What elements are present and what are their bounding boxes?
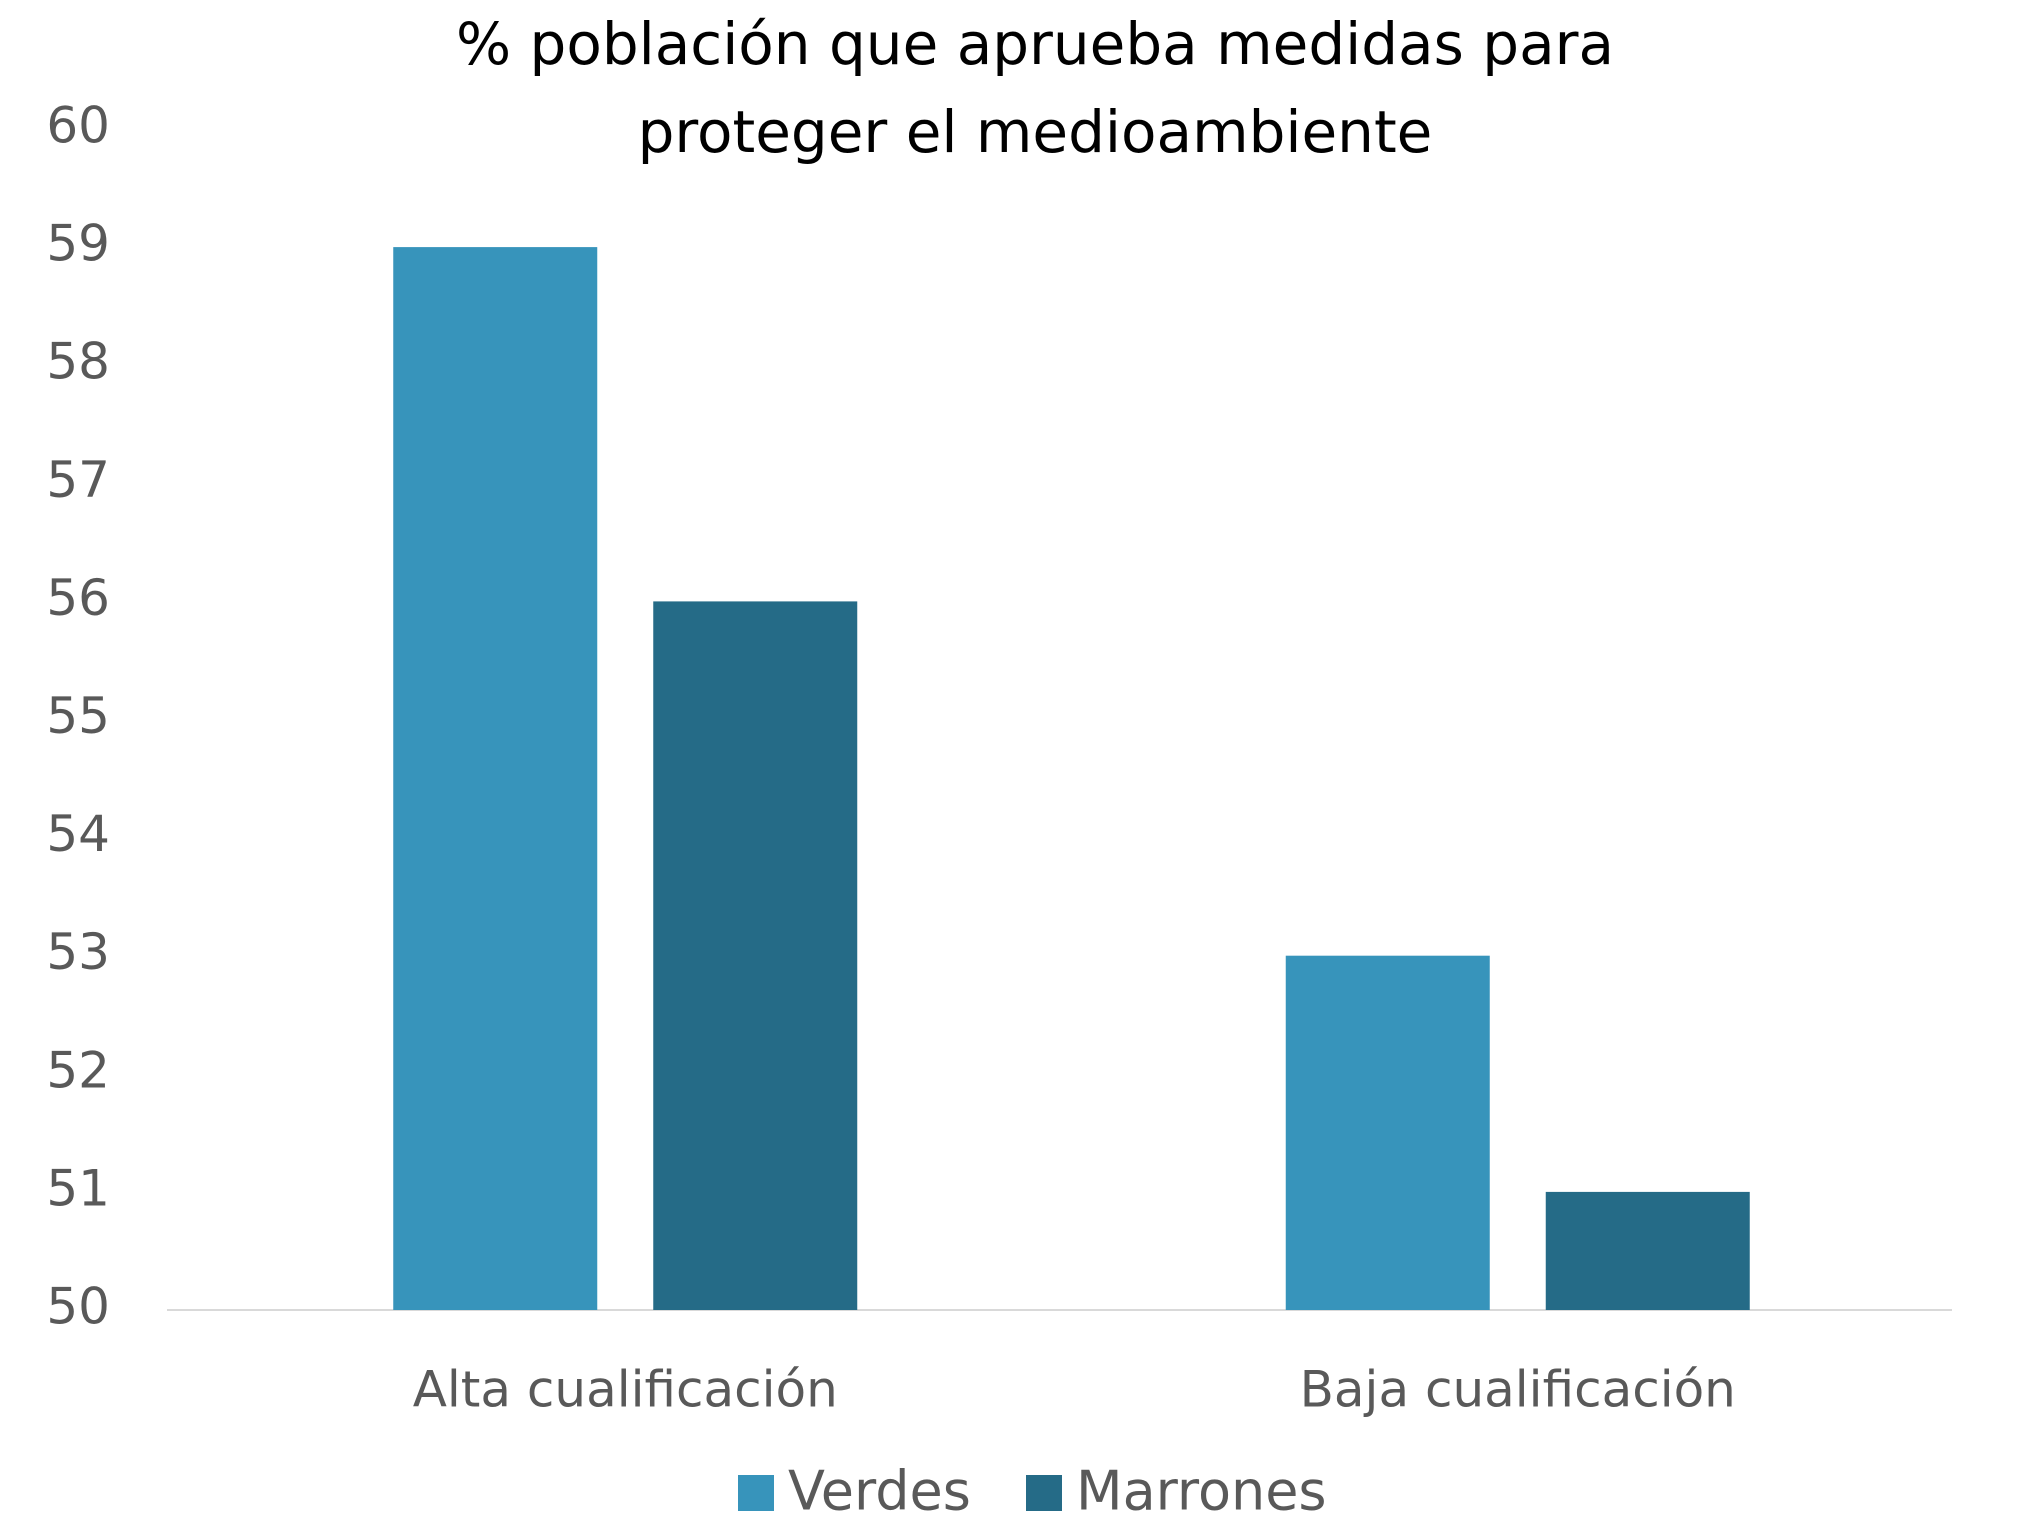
- x-tick-label: Baja cualificación: [1300, 1361, 1736, 1419]
- y-tick-label: 58: [46, 333, 110, 391]
- y-tick-label: 53: [46, 923, 110, 981]
- bar: [1545, 1191, 1750, 1310]
- y-tick-label: 60: [46, 97, 110, 155]
- y-tick-label: 52: [46, 1041, 110, 1099]
- y-tick-label: 51: [46, 1159, 110, 1217]
- bar: [393, 247, 598, 1311]
- y-tick-label: 50: [46, 1278, 110, 1336]
- y-tick-label: 54: [46, 805, 110, 863]
- y-tick-label: 57: [46, 451, 110, 509]
- y-tick-label: 55: [46, 687, 110, 745]
- legend-swatch: [738, 1475, 774, 1511]
- bar: [1285, 955, 1490, 1310]
- legend-label: Marrones: [1076, 1460, 1327, 1522]
- y-tick-label: 59: [46, 215, 110, 273]
- bar: [653, 601, 858, 1310]
- legend-swatch: [1026, 1475, 1062, 1511]
- chart-title: % población que aprueba medidas para: [456, 10, 1614, 78]
- chart-title: proteger el medioambiente: [638, 98, 1433, 166]
- y-tick-label: 56: [46, 569, 110, 627]
- x-tick-label: Alta cualificación: [413, 1361, 838, 1419]
- legend-label: Verdes: [788, 1460, 971, 1522]
